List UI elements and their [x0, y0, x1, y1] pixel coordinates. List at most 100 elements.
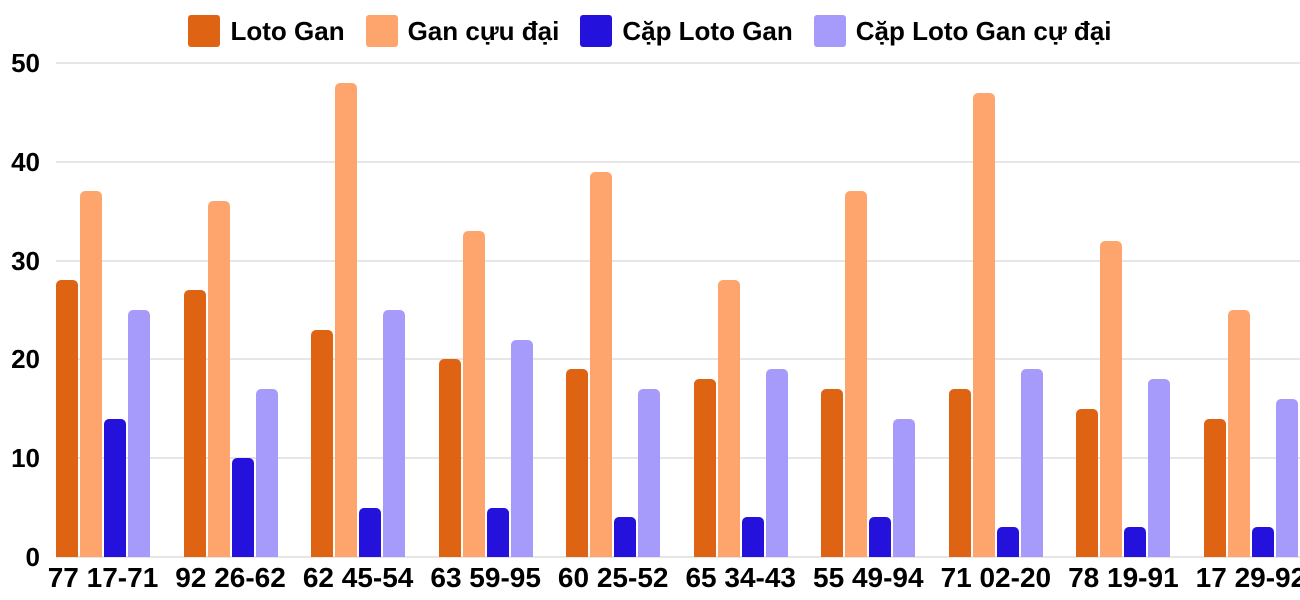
bar-gan-cuu-dai — [717, 280, 740, 557]
x-axis-label: 55 49-94 — [813, 562, 924, 593]
legend-item-cap-loto-gan[interactable]: Cặp Loto Gan — [580, 15, 793, 47]
x-axis-label-cell: 55 49-94 — [813, 556, 924, 600]
y-tick-label: 0 — [25, 542, 40, 572]
bar-group — [311, 63, 406, 557]
legend-item-label: Cặp Loto Gan cự đại — [855, 16, 1112, 46]
bar-group — [948, 63, 1043, 557]
x-axis-label-cell: 78 19-91 — [1068, 556, 1179, 600]
bar-gan-cuu-dai — [1100, 240, 1123, 557]
bar-cap-loto-gan — [741, 517, 764, 557]
bar-loto-gan — [183, 290, 206, 557]
x-axis: 77 17-71 92 26-62 62 45-54 63 59-95 60 25-52… — [48, 556, 1300, 600]
gridline — [56, 259, 1300, 262]
x-axis-label-cell: 60 25-52 — [558, 556, 669, 600]
bar-cap-loto-gan — [1251, 527, 1274, 557]
bar-loto-gan — [693, 379, 716, 557]
gridline — [56, 556, 1300, 558]
bar-group — [693, 63, 788, 557]
bar-loto-gan — [1076, 408, 1099, 557]
y-tick-label: 20 — [11, 344, 40, 375]
bar-group — [821, 63, 916, 557]
bar-cap-loto-gan — [1124, 527, 1147, 557]
bar-gan-cuu-dai — [972, 92, 995, 557]
bar-cap-loto-gan-cu-dai — [638, 389, 661, 557]
bar-gan-cuu-dai — [462, 230, 485, 557]
bar-group — [438, 63, 533, 557]
bar-cap-loto-gan-cu-dai — [510, 339, 533, 557]
bar-cap-loto-gan — [231, 458, 254, 557]
legend-swatch-icon — [580, 15, 613, 47]
bar-cap-loto-gan — [104, 418, 126, 557]
bar-gan-cuu-dai — [207, 201, 230, 557]
x-axis-label: 63 59-95 — [430, 562, 541, 593]
y-tick-label: 50 — [11, 48, 40, 78]
x-axis-label-cell: 92 26-62 — [175, 556, 286, 600]
legend-item-loto-gan[interactable]: Loto Gan — [188, 15, 345, 47]
bar-group — [566, 63, 661, 557]
y-tick-label: 40 — [11, 146, 40, 177]
bar-cap-loto-gan — [359, 507, 382, 557]
bar-cap-loto-gan — [996, 527, 1019, 557]
x-axis-label: 78 19-91 — [1068, 562, 1179, 593]
y-tick-label: 30 — [11, 245, 40, 276]
bar-gan-cuu-dai — [335, 82, 358, 557]
bar-cap-loto-gan — [614, 517, 637, 557]
bar-loto-gan — [56, 280, 78, 557]
legend-swatch-icon — [813, 15, 846, 47]
gridline — [56, 62, 1300, 64]
legend-swatch-icon — [365, 15, 398, 47]
x-axis-label: 60 25-52 — [557, 562, 669, 593]
bar-group — [183, 63, 278, 557]
bar-group — [56, 63, 150, 557]
legend-item-cap-loto-gan-cu-dai[interactable]: Cặp Loto Gan cự đại — [813, 15, 1112, 47]
x-axis-label-cell: 65 34-43 — [685, 556, 796, 600]
legend-item-gan-cuu-dai[interactable]: Gan cựu đại — [365, 15, 560, 47]
bar-cap-loto-gan-cu-dai — [765, 369, 788, 557]
x-axis-label-cell: 63 59-95 — [430, 556, 541, 600]
bar-group — [1076, 63, 1171, 557]
bar-gan-cuu-dai — [590, 171, 613, 557]
x-axis-label: 71 02-20 — [940, 562, 1052, 593]
x-axis-label-cell: 71 02-20 — [941, 556, 1052, 600]
y-tick-label: 10 — [11, 443, 40, 474]
plot-area — [48, 62, 1300, 558]
x-axis-label-cell: 77 17-71 — [48, 556, 159, 600]
bar-loto-gan — [311, 329, 334, 557]
x-axis-label: 65 34-43 — [685, 562, 797, 593]
bar-cap-loto-gan-cu-dai — [255, 389, 278, 557]
bar-group — [1203, 63, 1298, 557]
bar-cap-loto-gan — [869, 517, 892, 557]
bar-gan-cuu-dai — [80, 191, 102, 557]
bar-loto-gan — [821, 389, 844, 557]
bar-loto-gan — [1203, 418, 1226, 557]
bar-groups — [48, 63, 1300, 557]
legend-item-label: Gan cựu đại — [407, 16, 560, 46]
legend-item-label: Cặp Loto Gan — [622, 16, 793, 46]
x-axis-label: 17 29-92 — [1195, 562, 1300, 593]
bar-cap-loto-gan-cu-dai — [893, 418, 916, 557]
y-axis: 0 10 20 30 40 50 — [0, 48, 40, 572]
gridline — [56, 358, 1300, 361]
bar-loto-gan — [566, 369, 589, 557]
bar-gan-cuu-dai — [845, 191, 868, 557]
bar-cap-loto-gan-cu-dai — [383, 310, 406, 557]
bar-loto-gan — [438, 359, 461, 557]
bar-loto-gan — [948, 389, 971, 557]
bar-cap-loto-gan-cu-dai — [1148, 379, 1171, 557]
bar-cap-loto-gan-cu-dai — [1275, 398, 1298, 557]
legend-item-label: Loto Gan — [230, 16, 345, 46]
bar-cap-loto-gan — [486, 507, 509, 557]
x-axis-label: 62 45-54 — [302, 562, 414, 593]
gridline — [56, 160, 1300, 163]
legend-swatch-icon — [188, 15, 221, 47]
x-axis-label: 77 17-71 — [47, 562, 159, 593]
x-axis-label-cell: 17 29-92 — [1196, 556, 1300, 600]
x-axis-label: 92 26-62 — [175, 562, 286, 593]
bar-cap-loto-gan-cu-dai — [128, 310, 150, 557]
x-axis-label-cell: 62 45-54 — [303, 556, 414, 600]
bar-cap-loto-gan-cu-dai — [1020, 369, 1043, 557]
gridline — [56, 457, 1300, 460]
bar-gan-cuu-dai — [1227, 310, 1250, 557]
chart-legend: Loto Gan Gan cựu đại Cặp Loto Gan Cặp Loto … — [0, 12, 1300, 50]
